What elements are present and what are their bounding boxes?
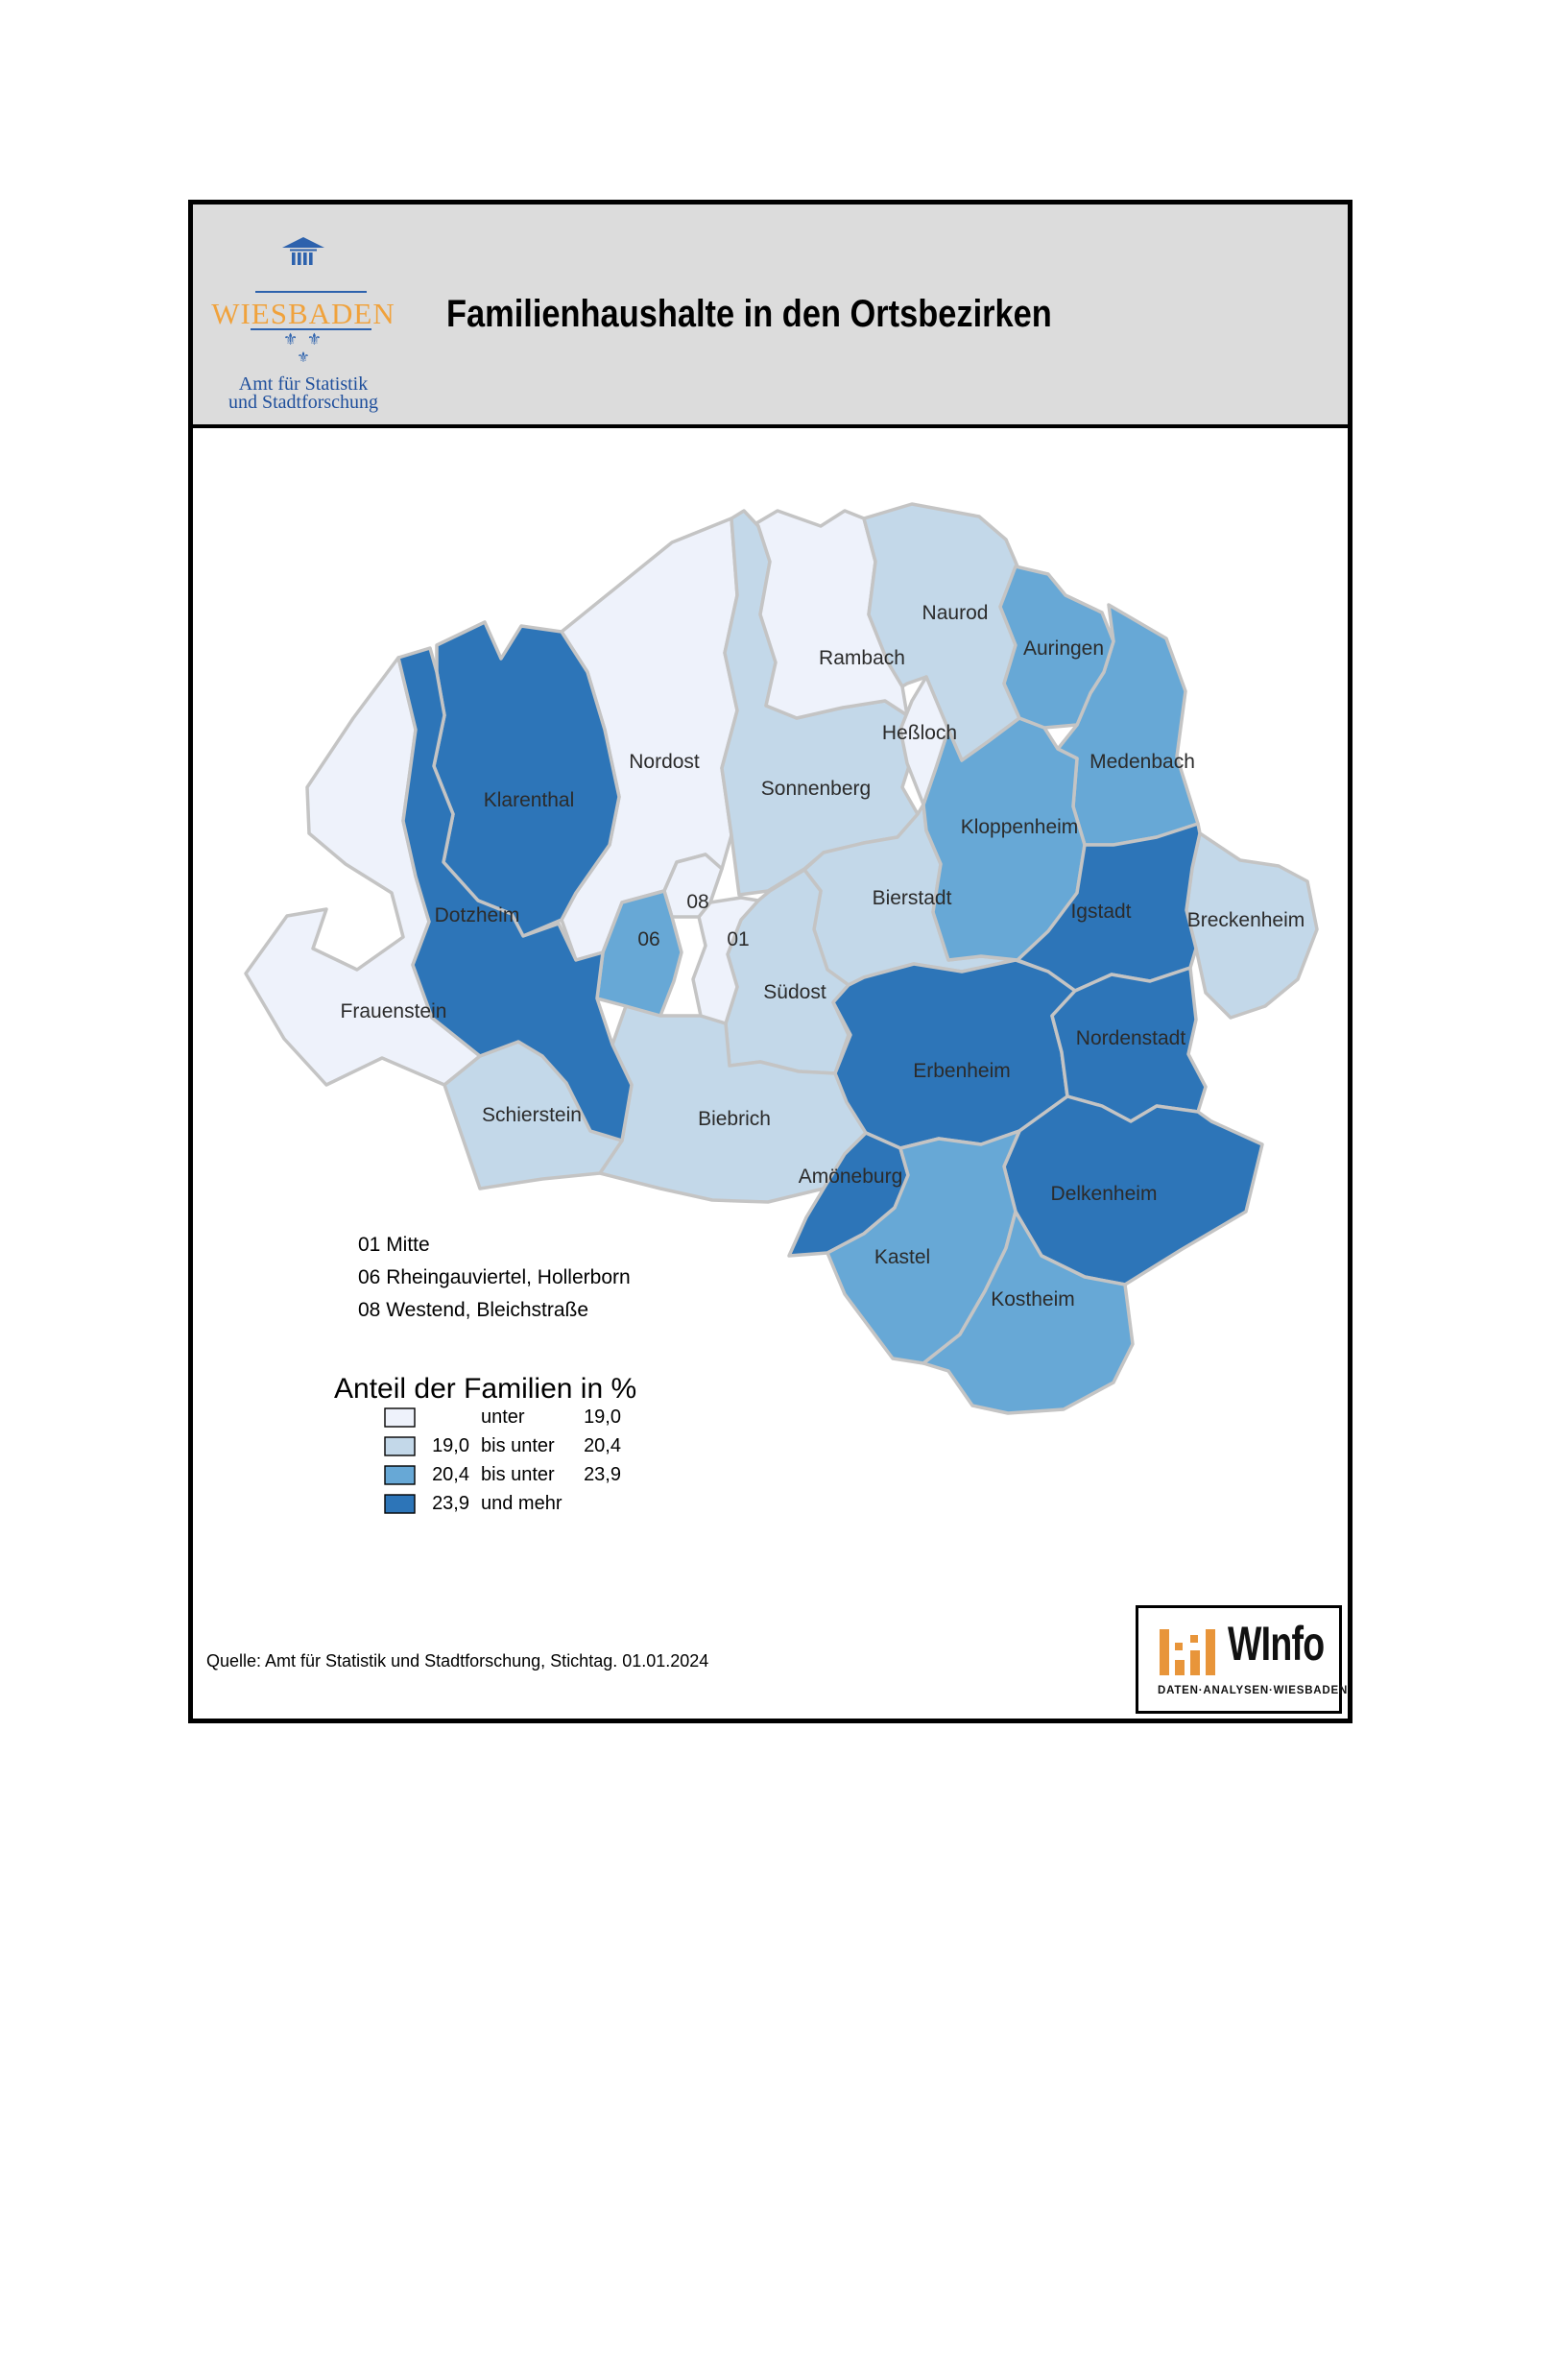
district-label-frauenstein: Frauenstein [341,1000,447,1022]
legend-qualifier: unter [481,1406,525,1428]
district-label-dotzheim: Dotzheim [435,904,520,926]
source-note: Quelle: Amt für Statistik und Stadtforsc… [206,1651,709,1671]
logo-dept-line1: Amt für Statistik [238,373,369,395]
legend-title: Anteil der Familien in % [334,1373,637,1405]
bar-chart-icon [1138,1608,1225,1685]
district-label-rambach: Rambach [819,647,905,669]
winfo-tagline: DATEN·ANALYSEN·WIESBADEN [1158,1685,1349,1696]
wiesbaden-logo: WIESBADEN ⚜ ⚜ ⚜ Amt für Statistik und St… [203,233,404,412]
logo-divider [255,291,367,293]
legend-qualifier: und mehr [481,1493,563,1514]
district-label-westend: 08 [686,891,708,913]
district-hessloch [898,675,950,806]
legend-row: 20,4 bis unter 23,9 [384,1464,621,1485]
page-title: Familienhaushalte in den Ortsbezirken [446,293,1052,335]
legend-swatch [384,1494,416,1514]
district-kostheim [922,1210,1135,1415]
legend-swatch [384,1436,416,1456]
district-label-erbenheim: Erbenheim [913,1060,1011,1082]
district-label-naurod: Naurod [922,602,989,624]
district-code-item: 06 Rheingauviertel, Hollerborn [358,1266,631,1288]
fleur-de-lis-icon: ⚜ [297,349,310,366]
district-label-kostheim: Kostheim [991,1288,1075,1310]
legend-row: unter 19,0 [384,1406,621,1428]
district-label-amoeneburg: Amöneburg [799,1166,903,1188]
district-label-nordost: Nordost [629,751,700,773]
legend-swatch [384,1407,416,1428]
district-label-bierstadt: Bierstadt [873,887,952,909]
district-code-item: 08 Westend, Bleichstraße [358,1299,589,1321]
district-code-item: 01 Mitte [358,1234,430,1256]
legend-max: 23,9 [584,1464,621,1485]
district-code-list: 01 Mitte 06 Rheingauviertel, Hollerborn … [358,1229,631,1327]
temple-icon [282,237,324,265]
legend-qualifier: bis unter [481,1464,555,1485]
district-mitte [691,896,760,1025]
legend-swatch [384,1465,416,1485]
district-dotzheim [396,646,634,1142]
district-label-klarenthal: Klarenthal [484,789,575,811]
district-label-kastel: Kastel [874,1246,930,1268]
logo-dept-line2: und Stadtforschung [227,392,379,413]
legend-min: 20,4 [432,1464,469,1485]
district-label-kloppenheim: Kloppenheim [961,816,1079,838]
district-auringen [998,565,1115,730]
legend-min: 19,0 [432,1435,469,1456]
logo-divider [251,328,371,330]
legend-min: 23,9 [432,1493,469,1514]
district-label-biebrich: Biebrich [698,1108,771,1130]
district-label-sonnenberg: Sonnenberg [761,778,871,800]
legend-row: 23,9 und mehr [384,1493,621,1514]
logo-city-name: WIESBADEN [211,297,395,330]
district-label-auringen: Auringen [1023,637,1104,660]
district-map: Nordost Frauenstein Sonnenberg Rambach N… [244,502,1319,1415]
district-label-mitte: 01 [727,928,749,950]
district-label-hessloch: Heßloch [882,722,957,744]
legend: unter 19,0 19,0 bis unter 20,4 20,4 bis … [384,1406,621,1523]
district-label-schierstein: Schierstein [482,1104,582,1126]
district-label-nordenstadt: Nordenstadt [1076,1027,1186,1049]
district-label-delkenheim: Delkenheim [1051,1183,1158,1205]
district-label-suedost: Südost [763,981,826,1003]
fleur-de-lis-icon: ⚜ ⚜ [283,330,323,349]
district-label-igstadt: Igstadt [1070,901,1131,923]
legend-max: 19,0 [584,1406,621,1428]
district-label-breckenheim: Breckenheim [1187,909,1305,931]
logo-department: Amt für Statistik und Stadtforschung [203,373,404,413]
legend-qualifier: bis unter [481,1435,555,1456]
winfo-wordmark: WInfo [1228,1617,1325,1671]
legend-max: 20,4 [584,1435,621,1456]
report-header: WIESBADEN ⚜ ⚜ ⚜ Amt für Statistik und St… [193,204,1348,428]
legend-row: 19,0 bis unter 20,4 [384,1435,621,1456]
district-label-medenbach: Medenbach [1089,751,1195,773]
winfo-logo: WInfo DATEN·ANALYSEN·WIESBADEN [1136,1605,1349,1714]
district-label-rheingauviertel: 06 [637,928,659,950]
